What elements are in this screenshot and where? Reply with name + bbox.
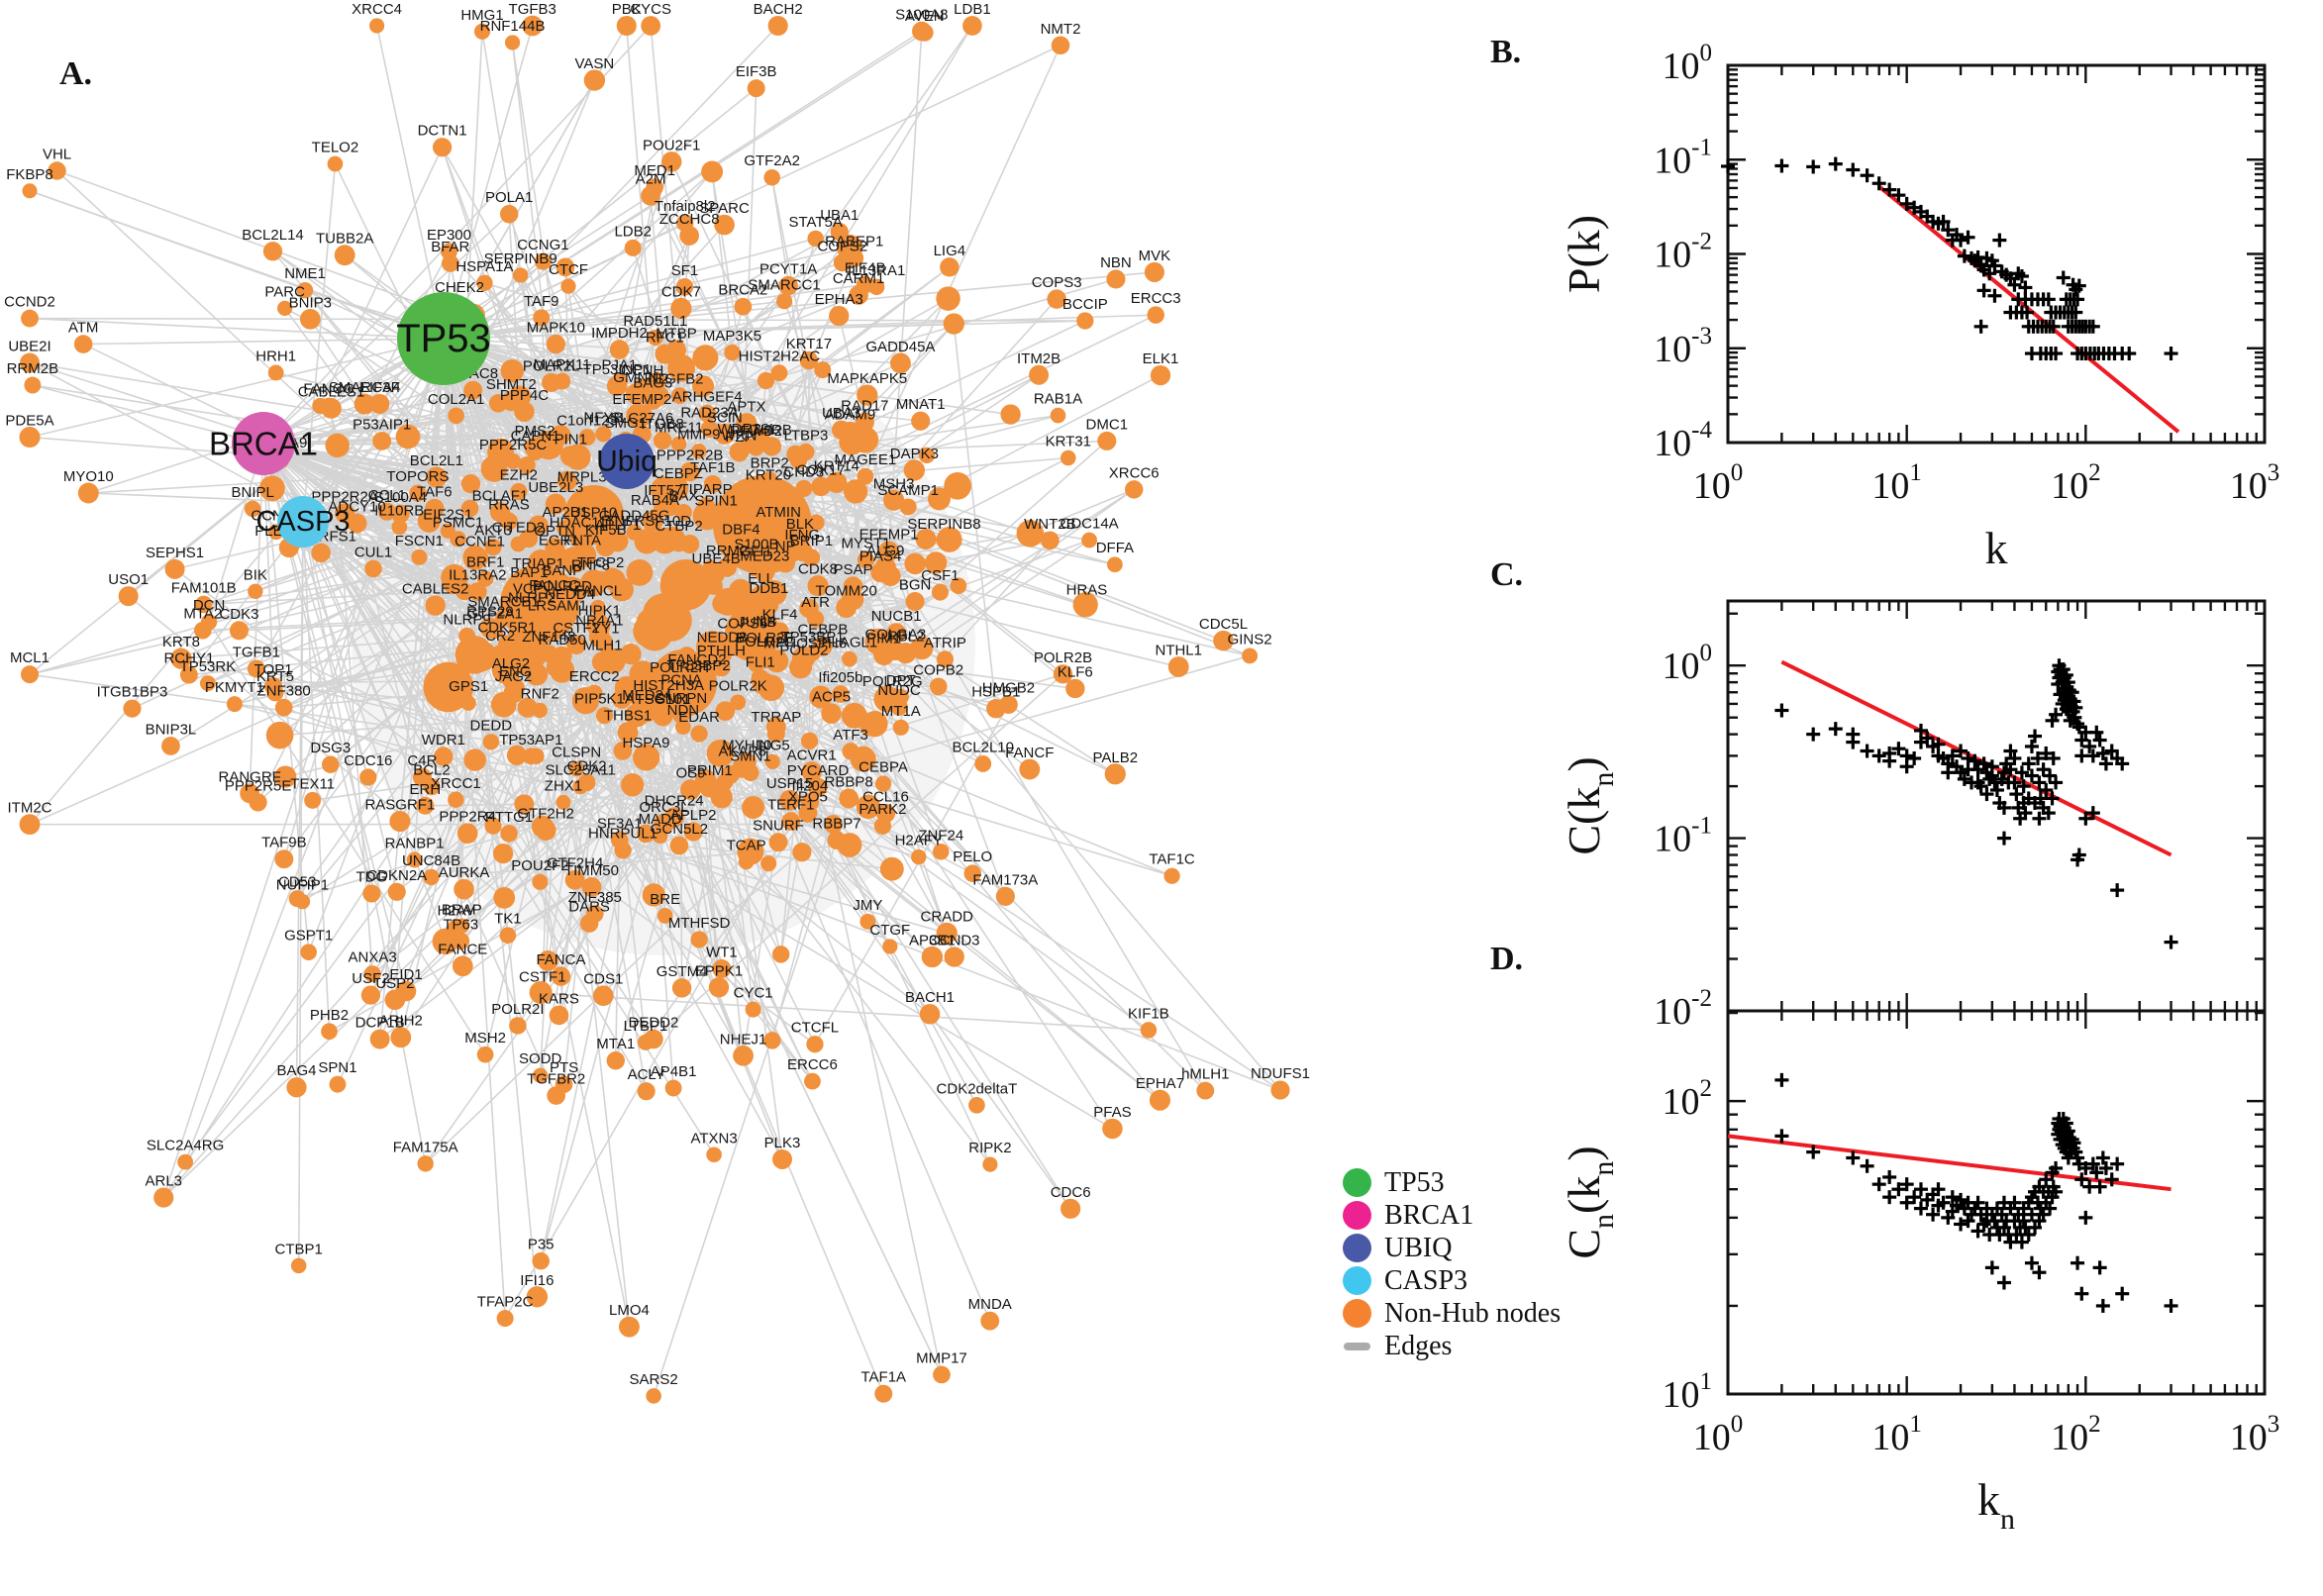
hub-label-casp3: CASP3 [255,506,350,538]
legend-item-edges: Edges [1343,1330,1561,1362]
y-tick-label-B--1: 10-1 [1654,134,1712,181]
hub-casp3 [277,496,329,548]
plot-frame-B [1726,63,2267,445]
legend-item-casp3: CASP3 [1343,1264,1561,1297]
brca1-dot-icon [1343,1201,1371,1230]
legend-item-brca1: BRCA1 [1343,1199,1561,1232]
x-tick-label-B-1: 101 [1871,459,1922,507]
y-tick-label-B--3: 10-3 [1654,323,1712,370]
hub-brca1 [232,412,295,475]
ppi-network-canvas: NTHL1DSG3PSAPTAF1CTAF1AELLPTTG1POLD2CUL1… [4,1,1310,1404]
casp3-dot-icon [1343,1266,1371,1295]
legend-label-brca1: BRCA1 [1384,1199,1474,1231]
panel-d-label: D. [1490,941,1524,977]
x-tick-label-D-0: 100 [1693,1411,1744,1458]
fit-line-C [1780,659,2172,857]
x-tick-label-D-2: 102 [2051,1411,2101,1458]
data-points-C [1774,658,2178,949]
nonhub-dot-icon [1343,1299,1371,1328]
legend-item-ubiq: UBIQ [1343,1232,1561,1264]
axis-ticks-D [1726,1011,2267,1396]
legend-label-tp53: TP53 [1384,1166,1445,1198]
hub-label-tp53: TP53 [396,317,491,360]
legend-item-tp53: TP53 [1343,1166,1561,1199]
tp53-dot-icon [1343,1168,1371,1197]
x-tick-label-B-3: 103 [2230,459,2280,507]
x-axis-title-D: kn [1977,1474,2015,1536]
plot-frame-D [1726,1009,2267,1396]
hub-tp53 [397,292,490,385]
plot-frame-C [1726,599,2267,1013]
fit-line-D [1727,1134,2172,1192]
y-axis-title-B: P(k) [1559,215,1609,293]
hub-ubiq [599,434,655,489]
y-tick-label-C--2: 10-2 [1654,985,1712,1033]
legend-label-ubiq: UBIQ [1384,1232,1453,1263]
ubiq-dot-icon [1343,1234,1371,1262]
y-tick-label-B--2: 10-2 [1654,229,1712,276]
axis-ticks-C [1726,601,2267,1013]
y-tick-label-C--1: 10-1 [1654,813,1712,860]
data-points-B [1721,156,2178,361]
y-tick-label-D-1: 101 [1663,1368,1713,1416]
hub-label-brca1: BRCA1 [209,426,318,462]
hub-nodes-layer: TP53 BRCA1 Ubiq CASP3 [209,292,657,548]
edge-line-icon [1344,1342,1370,1350]
plot-C: 100 10-1 10-2 C(kn) [1559,599,2267,1033]
x-tick-label-D-1: 101 [1871,1411,1922,1458]
panel-c-label: C. [1490,556,1524,593]
y-tick-label-B--4: 10-4 [1654,417,1712,464]
panel-a-label: A. [59,55,93,92]
legend-item-nonhub: Non-Hub nodes [1343,1297,1561,1330]
fit-line-B [1877,184,2180,434]
panel-b-label: B. [1490,34,1522,70]
network-legend: TP53 BRCA1 UBIQ CASP3 Non-Hub nodes Edge… [1343,1166,1561,1362]
y-tick-label-C-0: 100 [1663,640,1713,687]
legend-label-casp3: CASP3 [1384,1264,1468,1296]
x-axis-title-B: k [1985,523,2008,573]
y-axis-title-C: C(kn) [1559,756,1620,854]
axis-ticks-B [1726,63,2267,445]
y-tick-label-B-0: 100 [1663,40,1713,87]
x-tick-label-D-3: 103 [2230,1411,2280,1458]
nonhub-nodes-layer [19,15,1290,1404]
x-tick-label-B-2: 102 [2051,459,2101,507]
gene-labels-layer: NTHL1DSG3PSAPTAF1CTAF1AELLPTTG1POLD2CUL1… [4,1,1310,1388]
hub-label-ubiq: Ubiq [596,446,657,478]
y-axis-title-D: Cn(kn) [1559,1146,1620,1258]
x-tick-label-B-0: 100 [1693,459,1744,507]
data-points-D [1774,1072,2178,1313]
y-tick-label-D-2: 102 [1663,1075,1713,1123]
ppi-network-panel: NTHL1 DSG3 PSAP TAF1C TAF1A ELL PTTG1 POLD2 CUL1… [4,1,1310,1404]
legend-label-edges: Edges [1384,1330,1453,1361]
legend-label-nonhub: Non-Hub nodes [1384,1297,1562,1329]
